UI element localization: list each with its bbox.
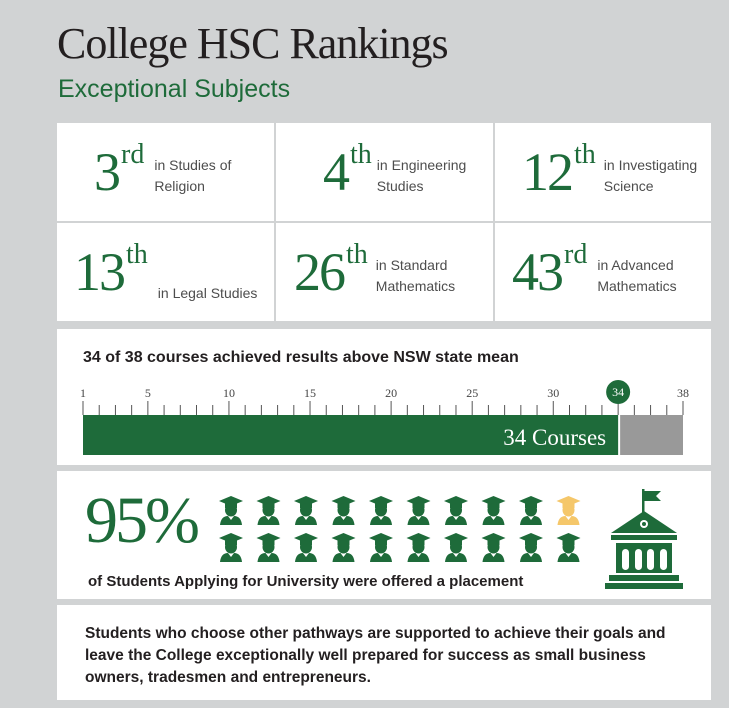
ranking-num: 26	[294, 242, 346, 302]
ruler-tick-label: 38	[677, 386, 689, 400]
graduate-icon	[294, 496, 318, 525]
ruler-tick-label: 5	[145, 386, 151, 400]
ruler-tick-label: 15	[304, 386, 316, 400]
ruler-tick-label: 25	[466, 386, 478, 400]
graduate-icon	[219, 496, 243, 525]
achieved-bar	[83, 415, 619, 455]
ranking-subject: in Standard Mathematics	[375, 257, 456, 294]
ranking-num: 13	[74, 242, 126, 302]
graduate-icon	[369, 533, 393, 562]
graduate-icon	[369, 496, 393, 525]
courses-panel: 34 of 38 courses achieved results above …	[57, 329, 711, 465]
graduate-icon	[256, 533, 281, 562]
graduate-icon	[481, 533, 506, 562]
page-title: College HSC Rankings	[57, 19, 449, 68]
ranking-suffix: th	[346, 239, 368, 270]
graduate-icon	[256, 496, 281, 525]
placement-panel: 95% of Students Applying for University …	[57, 471, 711, 599]
graduate-icon	[556, 496, 581, 525]
graduate-icon	[519, 496, 543, 525]
ruler-tick-label: 10	[223, 386, 235, 400]
placement-percent: 95%	[85, 484, 200, 557]
ruler-tick-label: 1	[80, 386, 86, 400]
ranking-subject: in Investigating Science	[603, 157, 698, 194]
ruler-tick-label: 34	[612, 385, 624, 399]
ranking-subject: in Engineering Studies	[376, 157, 467, 194]
graduate-icon	[331, 533, 356, 562]
courses-title: 34 of 38 courses achieved results above …	[83, 349, 519, 366]
graduate-icon	[444, 496, 468, 525]
graduate-icons	[219, 496, 581, 562]
ranking-num: 4	[323, 142, 350, 202]
ranking-suffix: th	[574, 139, 596, 170]
remaining-bar	[620, 415, 683, 455]
ranking-suffix: rd	[564, 239, 588, 270]
ranking-subject: in Legal Studies	[157, 284, 258, 301]
ranking-suffix: th	[350, 139, 372, 170]
ranking-subject: in Advanced Mathematics	[597, 257, 677, 294]
graduate-icon	[406, 533, 431, 562]
graduate-icon	[219, 533, 243, 562]
ranking-num: 43	[512, 242, 564, 302]
achieved-marker	[606, 380, 631, 404]
ruler-tick-label: 20	[385, 386, 397, 400]
pathways-text: Students who choose other pathways are s…	[85, 625, 666, 686]
graduate-icon	[406, 496, 431, 525]
graduate-icon	[519, 533, 543, 562]
graduate-icon	[481, 496, 506, 525]
university-building-icon	[605, 489, 683, 589]
achieved-bar-label: 34 Courses	[503, 425, 606, 450]
ranking-suffix: th	[126, 239, 148, 270]
placement-text: of Students Applying for University were…	[88, 573, 524, 590]
graduate-icon	[556, 533, 581, 562]
page-subtitle: Exceptional Subjects	[58, 75, 291, 103]
ranking-suffix: rd	[121, 139, 145, 170]
graduate-icon	[294, 533, 318, 562]
ranking-num: 3	[94, 142, 121, 202]
ruler-tick-label: 30	[547, 386, 559, 400]
ranking-num: 12	[522, 142, 574, 202]
graduate-icon	[331, 496, 356, 525]
ranking-subject: in Studies of Religion	[154, 157, 232, 194]
graduate-icon	[444, 533, 468, 562]
pathways-panel: Students who choose other pathways are s…	[57, 605, 711, 700]
